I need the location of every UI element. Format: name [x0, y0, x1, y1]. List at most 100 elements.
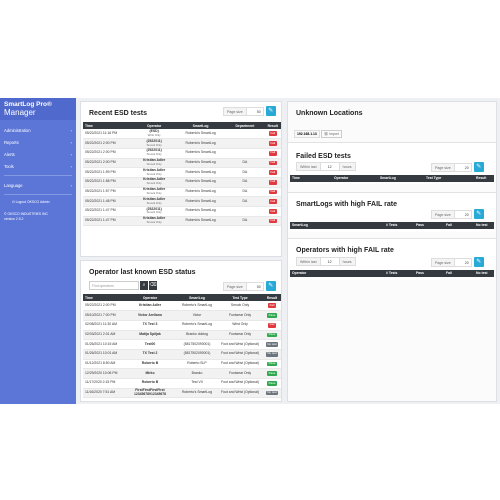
- cell-time: 11/17/2020 2:15 PM: [83, 378, 123, 389]
- table-row[interactable]: 02/08/2021 11:30 AM TX Test 3 Roberto's Sm…: [83, 320, 281, 331]
- col-tests[interactable]: # Tests: [386, 223, 398, 227]
- clear-icon[interactable]: ⌫: [149, 281, 157, 290]
- logout-icon: ⏻: [12, 200, 16, 204]
- operator-name: (2522011): [146, 148, 162, 153]
- page-size-input[interactable]: 50: [245, 281, 264, 291]
- within-input[interactable]: 12: [319, 257, 340, 266]
- cell-time: 05/22/2021 1:48 PM: [83, 196, 133, 207]
- col-test-type[interactable]: Test Type: [217, 294, 263, 301]
- col-result[interactable]: Result: [264, 122, 281, 129]
- cell-result: Fail: [264, 138, 281, 149]
- col-time[interactable]: Time: [292, 176, 300, 180]
- page-size-input[interactable]: 20: [453, 162, 472, 172]
- table-row[interactable]: 01/26/2021 10:15 AM Test00 (5817502090001)…: [83, 339, 281, 350]
- operator-name: Kristian Adler: [143, 177, 166, 182]
- table-row[interactable]: 11/16/2020 7:51 AM FirstFirstFirstFirst 1…: [83, 388, 281, 399]
- operator-name: (2522011): [146, 206, 162, 211]
- table-row[interactable]: 05/22/2021 1:59 PM Kristian Adler Smock On…: [83, 167, 281, 178]
- col-operator[interactable]: Operator: [123, 294, 177, 301]
- within-input[interactable]: 12: [319, 162, 340, 171]
- table-row[interactable]: 05/22/2021 1:47 PM Kristian Adler Smock On…: [83, 216, 281, 227]
- col-no-test[interactable]: No test: [476, 223, 488, 227]
- sidebar-item-tools[interactable]: Tools ‹: [0, 160, 76, 172]
- page-size-input[interactable]: 50: [245, 106, 264, 116]
- table-row[interactable]: 11/17/2020 2:15 PM Roberto B Test VII Foot …: [83, 378, 281, 389]
- col-fail[interactable]: Fail: [446, 223, 452, 227]
- cell-department: DA: [225, 158, 265, 169]
- sidebar-item-alerts[interactable]: Alerts ‹: [0, 148, 76, 160]
- apply-button[interactable]: ✎: [473, 162, 484, 172]
- sidebar-item-reports[interactable]: Reports ‹: [0, 136, 76, 148]
- cell-result: No test: [263, 339, 281, 350]
- page-size-label: Page size: [223, 281, 246, 291]
- import-button[interactable]: ⛓ Import: [320, 130, 342, 138]
- apply-button[interactable]: ✎: [473, 209, 484, 219]
- table-row[interactable]: 05/22/2021 11:16 PM (ESD) Wrist Only Robert…: [83, 128, 281, 140]
- cell-result: Fail: [264, 148, 281, 159]
- col-time[interactable]: Time: [83, 294, 123, 301]
- col-operator[interactable]: Operator: [292, 271, 307, 275]
- table-row[interactable]: 05/22/2021 2:00 PM Kristian Adler Smock On…: [83, 158, 281, 169]
- cell-operator: Matija Spiljak: [123, 330, 177, 341]
- table-row[interactable]: 05/22/2021 1:57 PM Kristian Adler Smock On…: [83, 187, 281, 198]
- table-row[interactable]: 05/22/2021 1:48 PM Kristian Adler Smock On…: [83, 196, 281, 207]
- cell-smartlog: Roberto's SmartLog: [175, 177, 226, 188]
- sidebar-item-administration[interactable]: Administration ‹: [0, 124, 76, 136]
- col-pass[interactable]: Pass: [416, 223, 424, 227]
- page-size-input[interactable]: 20: [453, 257, 472, 267]
- cell-test-type: Footwear Only: [217, 368, 263, 379]
- within-label: Within last: [296, 162, 320, 171]
- cell-operator: TX Test 3: [123, 320, 177, 331]
- cell-operator: Roberto B: [123, 359, 177, 370]
- col-fail[interactable]: Fail: [446, 271, 452, 275]
- cell-operator: Victor Arellano: [123, 310, 177, 321]
- col-test-type[interactable]: Test Type: [426, 176, 442, 180]
- table-row[interactable]: 05/22/2021 1:47 PM (2522011) Smock Only Rob…: [83, 206, 281, 217]
- cell-result: Fail: [263, 301, 281, 312]
- apply-button[interactable]: ✎: [265, 281, 276, 291]
- table-row[interactable]: 05/22/2021 1:58 PM Kristian Adler Smock On…: [83, 177, 281, 188]
- find-operators-input[interactable]: Find operators: [89, 281, 139, 290]
- company-info: © OKSCO INDUSTRIES INC version 2.5.2: [0, 204, 76, 221]
- status-badge: Fail: [268, 302, 276, 308]
- cell-smartlog: Roberto's SmartLog: [175, 206, 226, 217]
- table-row[interactable]: 12/29/2020 10:06 PM Mirko Branko Footwear O…: [83, 368, 281, 379]
- table-row[interactable]: 05/22/2021 2:00 PM (2522011) Smock Only Rob…: [83, 148, 281, 159]
- col-pass[interactable]: Pass: [416, 271, 424, 275]
- cell-department: DA: [225, 216, 265, 227]
- table-row[interactable]: 05/10/2021 7:00 PM Victor Arellano Victor F…: [83, 310, 281, 321]
- col-smartlog[interactable]: SmartLog: [175, 122, 226, 129]
- col-time[interactable]: Time: [83, 122, 133, 129]
- table-row[interactable]: 05/22/2021 2:00 PM (2522011) Smock Only Rob…: [83, 138, 281, 149]
- language-selector[interactable]: Language ‹: [0, 179, 76, 191]
- page-size-input[interactable]: 20: [453, 209, 472, 219]
- col-result[interactable]: Result: [476, 176, 487, 180]
- brand-logo[interactable]: SmartLog Pro® Manager: [0, 98, 76, 120]
- apply-button[interactable]: ✎: [473, 257, 484, 267]
- failed-page-size: Page size 20 ✎: [431, 162, 484, 172]
- col-smartlog[interactable]: SmartLog: [177, 294, 217, 301]
- col-smartlog[interactable]: SmartLog: [292, 223, 308, 227]
- cell-department: [225, 138, 265, 149]
- col-no-test[interactable]: No test: [476, 271, 488, 275]
- cell-smartlog: Roberto's SmartLog: [175, 158, 226, 169]
- col-operator[interactable]: Operator: [132, 122, 176, 129]
- table-row[interactable]: 01/26/2021 10:01 AM TX Test 2 (58175020900…: [83, 349, 281, 360]
- table-row[interactable]: 01/12/2021 8:50 AM Roberto B Roberto SLP Fo…: [83, 359, 281, 370]
- logout-link[interactable]: ⏻ Logout OKSCO Admin: [0, 198, 76, 204]
- col-result[interactable]: Result: [263, 294, 281, 301]
- table-row[interactable]: 02/03/2021 2:01 AM Matija Spiljak Branko d…: [83, 330, 281, 341]
- col-department[interactable]: Department: [225, 122, 265, 129]
- table-row[interactable]: 05/22/2021 2:00 PM Kristian Adler Roberto'…: [83, 301, 281, 312]
- col-tests[interactable]: # Tests: [386, 271, 398, 275]
- operator-name: (ESD): [149, 128, 159, 133]
- cell-smartlog: Roberto's SmartLog: [175, 129, 226, 140]
- col-smartlog[interactable]: SmartLog: [380, 176, 396, 180]
- apply-button[interactable]: ✎: [265, 106, 276, 116]
- link-icon: ⛓: [323, 132, 330, 136]
- cell-operator: (2522011) Smock Only: [132, 138, 176, 149]
- search-icon[interactable]: ⌕: [140, 281, 148, 290]
- col-operator[interactable]: Operator: [334, 176, 349, 180]
- cell-operator: TX Test 2: [123, 349, 177, 360]
- logout-label: Logout OKSCO Admin: [15, 200, 50, 204]
